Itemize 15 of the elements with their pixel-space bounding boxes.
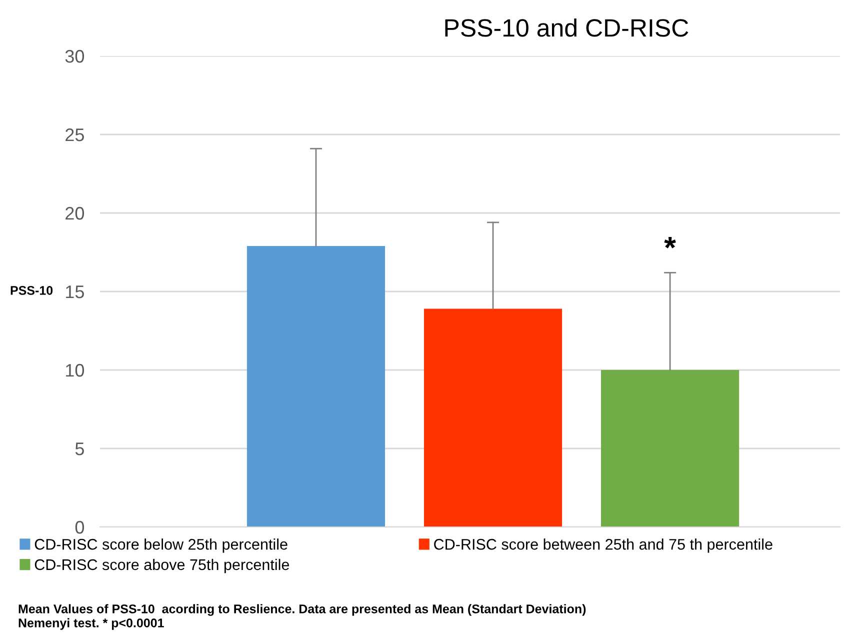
y-tick-label: 25 [66, 128, 84, 142]
legend-label: CD-RISC score above 75th percentile [34, 558, 290, 574]
legend-label: CD-RISC score below 25th percentile [34, 538, 288, 553]
chart-title: PSS-10 and CD-RISC [445, 18, 688, 37]
y-axis-title: PSS-10 [10, 286, 53, 295]
y-tick-label: 10 [66, 364, 84, 377]
text: Mean Values of PSS-10 acording to Reslience. Data are presented as Mean (Standart Deviation) [18, 604, 586, 616]
legend-label: CD-RISC score between 25th and 75 th percentile [434, 538, 772, 553]
text: Nemenyi test. * p<0.0001 [18, 618, 164, 630]
annotation: * [664, 236, 676, 248]
y-tick-label: 20 [66, 206, 84, 220]
y-tick-label: 15 [66, 286, 84, 298]
y-tick-label: 0 [75, 520, 84, 534]
y-tick-label: 5 [75, 442, 84, 456]
y-tick-label: 30 [65, 50, 84, 63]
